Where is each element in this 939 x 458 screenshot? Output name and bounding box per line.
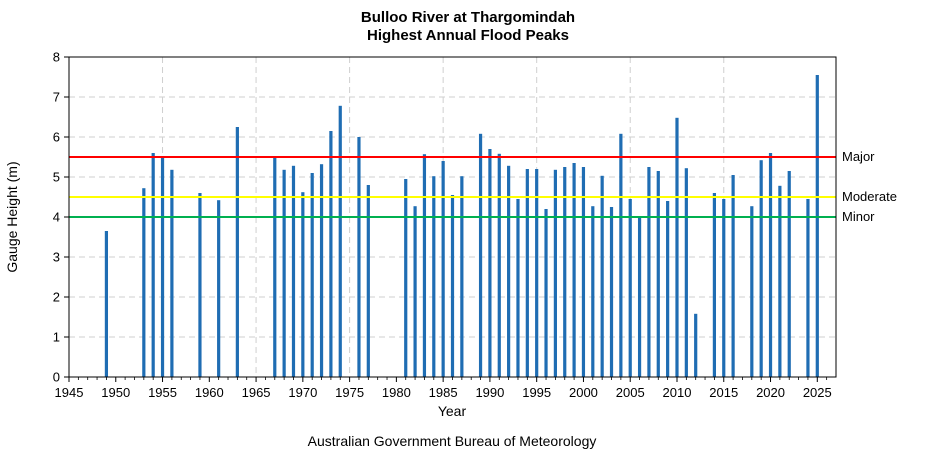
chart-title: Bulloo River at Thargomindah: [361, 9, 575, 26]
bar: [273, 156, 277, 377]
x-tick-label: 1955: [148, 385, 177, 400]
bar: [366, 185, 370, 377]
y-tick-label: 6: [53, 130, 60, 145]
bar: [656, 171, 660, 377]
bar: [778, 185, 782, 377]
bar: [507, 165, 511, 377]
x-tick-label: 1975: [335, 385, 364, 400]
threshold-lines: Major Moderate Minor: [69, 149, 897, 224]
bar: [712, 193, 717, 377]
bar: [104, 231, 109, 377]
bar: [806, 199, 810, 377]
bar: [291, 165, 296, 377]
bar: [142, 188, 146, 377]
bar: [731, 175, 735, 377]
bar: [310, 173, 314, 377]
threshold-label: Moderate: [842, 189, 897, 204]
y-tick-label: 8: [53, 50, 60, 65]
bar: [170, 169, 174, 377]
x-tick-label: 1995: [522, 385, 551, 400]
bar: [581, 167, 586, 377]
bar: [722, 199, 726, 377]
bar: [329, 131, 333, 377]
bar: [235, 127, 239, 377]
bar: [357, 137, 361, 377]
bar: [563, 167, 567, 377]
bar: [151, 153, 155, 377]
bar: [413, 206, 417, 377]
bar: [319, 164, 324, 377]
bar: [422, 154, 427, 377]
footer-credit: Australian Government Bureau of Meteorol…: [308, 433, 597, 449]
bar: [525, 169, 529, 377]
bar: [647, 167, 651, 377]
bar: [450, 195, 455, 377]
bar: [619, 133, 623, 377]
bar: [787, 171, 791, 377]
bar: [628, 199, 632, 377]
bar: [160, 157, 165, 377]
bar: [282, 169, 286, 377]
bar: [301, 192, 305, 377]
bar: [488, 149, 492, 377]
y-tick-label: 5: [53, 170, 60, 185]
bar: [684, 168, 688, 377]
bar: [675, 117, 679, 378]
bar: [217, 200, 221, 377]
x-tick-label: 2005: [616, 385, 645, 400]
bar: [553, 169, 557, 377]
bar: [432, 176, 436, 377]
y-tick-label: 4: [53, 210, 60, 225]
bar: [497, 153, 501, 377]
x-axis-label: Year: [438, 403, 467, 419]
bar: [338, 105, 342, 378]
bars: [104, 75, 819, 378]
y-axis-label: Gauge Height (m): [4, 161, 20, 272]
x-tick-label: 1960: [195, 385, 224, 400]
bar: [544, 209, 548, 377]
x-tick-label: 2015: [709, 385, 738, 400]
bar: [694, 313, 698, 377]
y-tick-label: 1: [53, 330, 60, 345]
x-tick-label: 2020: [756, 385, 785, 400]
x-tick-label: 1990: [475, 385, 504, 400]
x-tick-label: 2025: [803, 385, 832, 400]
bar: [759, 160, 763, 377]
bar: [815, 75, 819, 377]
y-tick-label: 7: [53, 90, 60, 105]
bar: [666, 201, 670, 377]
bar: [600, 175, 604, 377]
x-tick-label: 1965: [242, 385, 271, 400]
x-tick-label: 1945: [55, 385, 84, 400]
x-tick-label: 1950: [101, 385, 130, 400]
axis-ticks: 1945 1950 1955 1960 1965 1970 1975 1980 1985 1990…: [53, 50, 832, 401]
bar: [609, 207, 614, 377]
bar: [404, 179, 408, 377]
y-tick-label: 2: [53, 290, 60, 305]
chart-subtitle: Highest Annual Flood Peaks: [367, 27, 569, 44]
x-tick-label: 1970: [288, 385, 317, 400]
bar: [572, 163, 576, 377]
bar: [768, 153, 773, 377]
bar: [198, 193, 202, 377]
bar: [441, 161, 445, 377]
bar: [516, 199, 520, 377]
bar: [535, 169, 539, 377]
bar: [478, 133, 483, 377]
bar: [460, 176, 464, 377]
x-tick-label: 1985: [429, 385, 458, 400]
bar: [750, 206, 754, 377]
y-tick-label: 3: [53, 250, 60, 265]
bar: [591, 206, 595, 377]
threshold-label: Major: [842, 149, 875, 164]
x-tick-label: 2000: [569, 385, 598, 400]
y-tick-label: 0: [53, 370, 60, 385]
x-tick-label: 1980: [382, 385, 411, 400]
bar: [637, 217, 642, 377]
x-tick-label: 2010: [663, 385, 692, 400]
threshold-label: Minor: [842, 209, 875, 224]
